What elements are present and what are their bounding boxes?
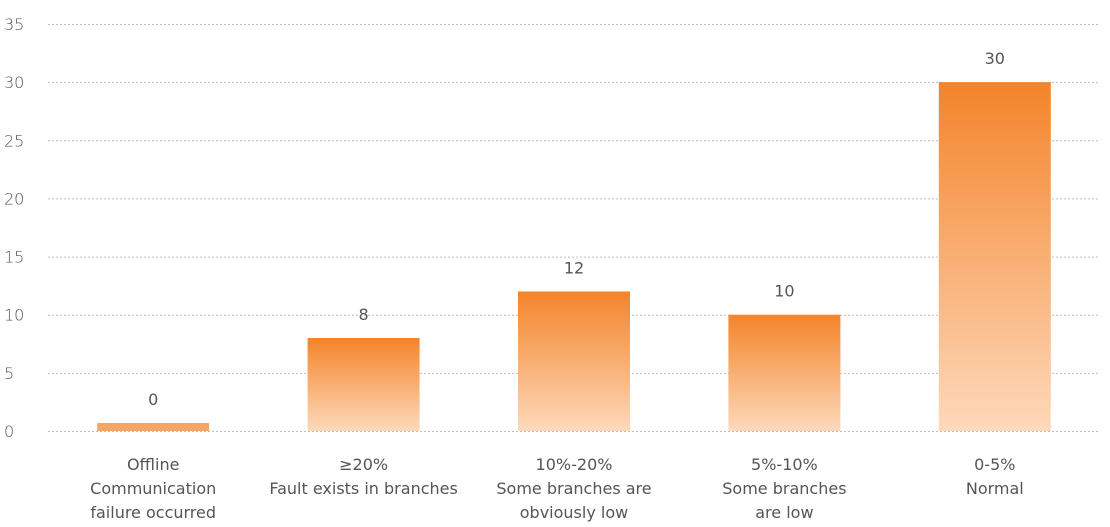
- data-label: 0: [148, 390, 158, 409]
- x-tick-label: 10%-20%: [536, 455, 613, 474]
- y-tick-label: 25: [4, 131, 24, 150]
- bar: [939, 82, 1051, 431]
- bar: [308, 338, 420, 431]
- x-tick-label: 5%-10%: [751, 455, 818, 474]
- data-label: 10: [774, 282, 794, 301]
- y-tick-label: 0: [4, 422, 14, 441]
- y-tick-label: 10: [4, 306, 24, 325]
- x-tick-label: ≥20%: [339, 455, 388, 474]
- data-label: 30: [985, 49, 1005, 68]
- x-tick-label: Some branches are: [496, 479, 651, 498]
- x-axis-ticks: Offline Communication failure occurred ≥20%…: [90, 455, 1024, 522]
- x-tick-label: 0-5%: [974, 455, 1015, 474]
- x-tick-label: Normal: [966, 479, 1024, 498]
- x-tick-label: Fault exists in branches: [269, 479, 457, 498]
- data-label: 8: [359, 305, 369, 324]
- x-tick-label: Offline: [127, 455, 180, 474]
- x-tick-label: failure occurred: [90, 503, 216, 522]
- y-tick-label: 30: [4, 73, 24, 92]
- y-axis-ticks: 0 5 10 15 20 25 30 35: [4, 15, 24, 441]
- bar: [518, 291, 630, 431]
- x-tick-label: obviously low: [520, 503, 628, 522]
- bar: [728, 315, 840, 431]
- y-tick-label: 35: [4, 15, 24, 34]
- x-tick-label: Communication: [90, 479, 216, 498]
- data-label: 12: [564, 258, 584, 277]
- y-tick-label: 15: [4, 248, 24, 267]
- x-tick-label: Some branches: [722, 479, 846, 498]
- bar: [97, 423, 209, 431]
- x-tick-label: are low: [755, 503, 813, 522]
- y-tick-label: 5: [4, 364, 14, 383]
- y-tick-label: 20: [4, 189, 24, 208]
